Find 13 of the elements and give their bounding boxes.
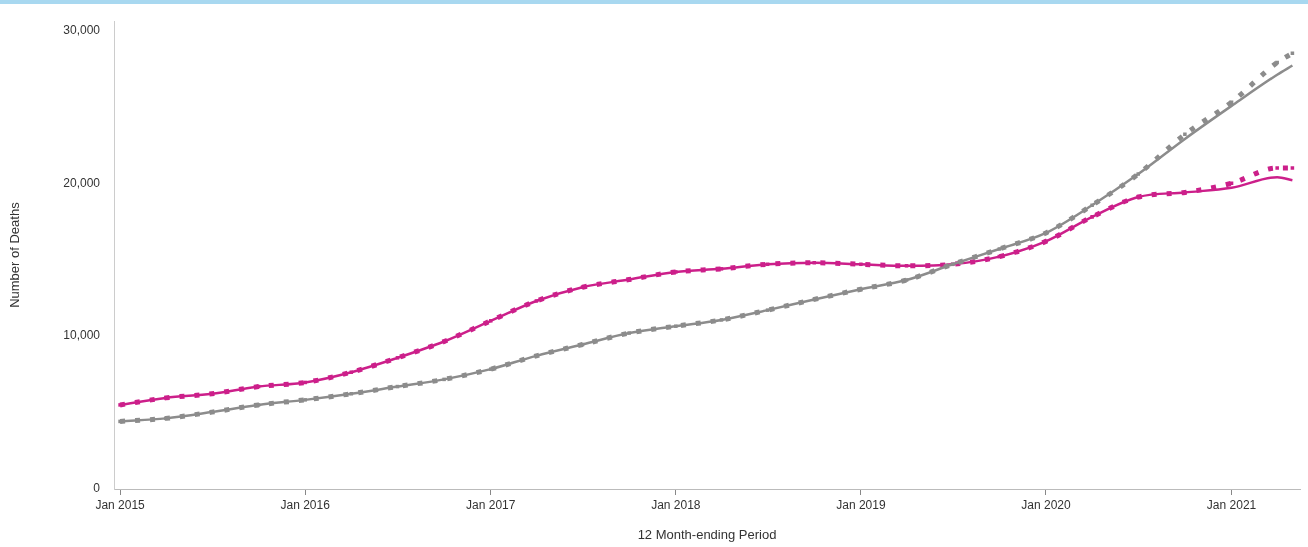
y-tick-label: 0 — [93, 481, 101, 496]
x-tick-label: Jan 2018 — [651, 497, 701, 512]
x-tick-label: Jan 2021 — [1206, 497, 1257, 512]
x-axis-title: 12 Month-ending Period — [637, 526, 777, 542]
y-tick-label: 10,000 — [63, 328, 101, 343]
x-tick-label: Jan 2016 — [280, 497, 331, 512]
x-tick-label: Jan 2015 — [95, 497, 146, 512]
x-tick-label: Jan 2020 — [1021, 497, 1071, 512]
x-tick-label: Jan 2017 — [466, 497, 516, 512]
x-tick-label: Jan 2019 — [836, 497, 886, 512]
y-axis-title: Number of Deaths — [7, 201, 23, 308]
y-tick-label: 30,000 — [63, 22, 101, 37]
y-tick-label: 20,000 — [63, 175, 101, 190]
